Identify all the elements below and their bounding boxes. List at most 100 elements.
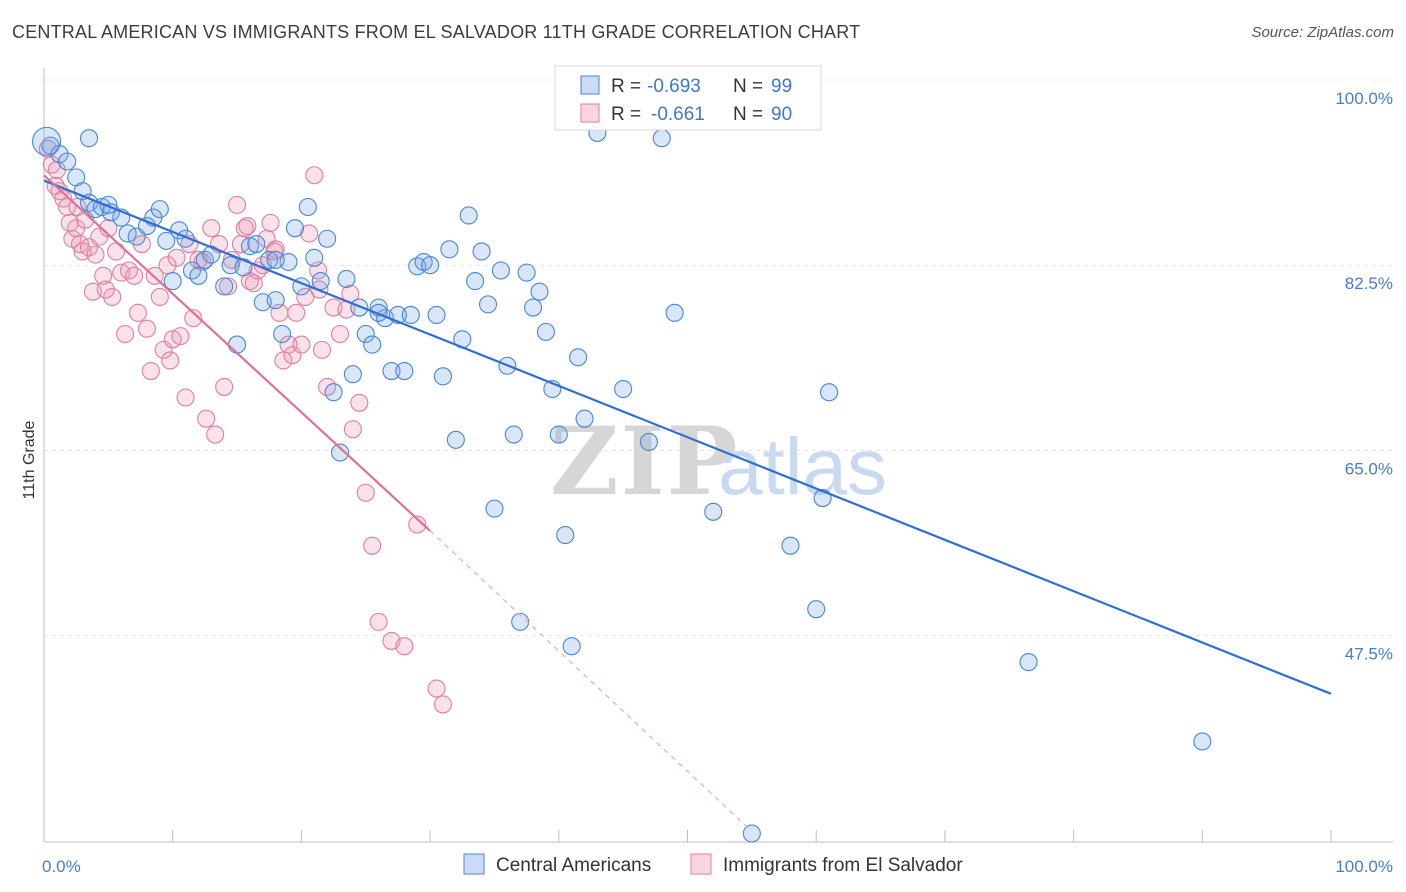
pink-point-64 <box>300 224 319 243</box>
pink-point-41 <box>202 219 221 238</box>
pink-point-19 <box>107 242 126 261</box>
blue-point-83 <box>652 129 671 148</box>
pink-point-40 <box>197 409 216 428</box>
blue-point-64 <box>478 295 498 314</box>
pink-point-52 <box>248 261 267 280</box>
blue-point-87 <box>742 824 761 843</box>
series-central-americans <box>32 70 1212 843</box>
trendlines <box>43 174 1332 832</box>
pink-point-37 <box>184 309 203 328</box>
pink-point-45 <box>218 277 238 296</box>
legend-box: R = -0.693 N = 99 R = -0.661 N = 90 <box>554 65 822 131</box>
pink-point-76 <box>369 612 388 631</box>
pink-point-55 <box>261 213 280 232</box>
pink-point-5 <box>58 197 77 217</box>
blue-point-52 <box>401 305 420 325</box>
pink-point-24 <box>128 303 148 322</box>
blue-point-31 <box>266 291 285 310</box>
blue-point-25 <box>228 335 247 354</box>
pink-point-16 <box>94 266 113 285</box>
pink-point-60 <box>283 346 302 365</box>
bottom-legend-swatch-pink <box>690 853 712 875</box>
pink-point-26 <box>137 319 157 338</box>
pink-point-47 <box>228 195 247 214</box>
blue-point-46 <box>363 335 382 354</box>
bottom-legend-swatch-blue <box>463 853 485 875</box>
axes <box>43 68 1393 843</box>
blue-point-72 <box>530 282 549 301</box>
blue-point-34 <box>285 219 305 238</box>
blue-point-38 <box>311 272 330 291</box>
blue-point-61 <box>459 206 478 225</box>
trendline-central-americans <box>43 179 1332 695</box>
y-tick-label-0: 47.5% <box>1345 645 1393 664</box>
legend-r-label-2: R = <box>611 104 641 125</box>
pink-point-42 <box>206 425 225 444</box>
blue-point-36 <box>298 197 317 217</box>
blue-point-42 <box>337 269 356 289</box>
bottom-legend-label-el-salvador: Immigrants from El Salvador <box>723 855 963 876</box>
pink-point-44 <box>215 377 234 396</box>
blue-point-76 <box>556 526 575 545</box>
pink-point-86 <box>238 217 257 236</box>
pink-point-61 <box>287 303 306 322</box>
blue-point-84 <box>665 303 684 322</box>
bottom-legend-label-central-americans: Central Americans <box>496 855 651 876</box>
pink-point-22 <box>119 261 138 280</box>
blue-point-88 <box>781 536 800 555</box>
blue-point-94 <box>79 129 99 148</box>
blue-point-32 <box>273 324 292 344</box>
blue-point-51 <box>395 361 414 381</box>
blue-point-41 <box>330 443 350 462</box>
bottom-legend: Central Americans Immigrants from El Sal… <box>463 853 963 876</box>
pink-point-75 <box>363 536 382 555</box>
x-tick-label-0: 0.0% <box>42 857 81 876</box>
blue-point-70 <box>517 263 536 282</box>
blue-point-15 <box>157 231 176 250</box>
pink-point-33 <box>167 248 186 267</box>
chart-title: CENTRAL AMERICAN VS IMMIGRANTS FROM EL S… <box>12 22 861 42</box>
blue-point-77 <box>562 637 581 656</box>
y-tick-label-2: 82.5% <box>1345 274 1393 293</box>
blue-point-91 <box>820 383 839 402</box>
pink-point-14 <box>86 245 105 264</box>
blue-point-44 <box>350 298 369 317</box>
pink-point-49 <box>235 219 254 238</box>
blue-point-71 <box>524 298 543 317</box>
legend-swatch-blue <box>580 75 600 95</box>
pink-point-78 <box>395 637 414 656</box>
blue-point-59 <box>446 430 465 449</box>
trendline-el-salvador-extension <box>429 530 753 832</box>
pink-point-65 <box>305 166 324 185</box>
y-axis-title: 11th Grade <box>21 420 38 499</box>
pink-point-62 <box>292 335 311 354</box>
blue-point-14 <box>150 200 169 219</box>
pink-point-63 <box>296 287 315 307</box>
blue-point-49 <box>382 361 401 381</box>
blue-point-57 <box>433 367 453 386</box>
blue-point-78 <box>569 348 588 367</box>
blue-point-75 <box>549 425 568 444</box>
y-axis-ticks: 47.5% 65.0% 82.5% 100.0% <box>1335 89 1393 664</box>
blue-point-37 <box>305 248 324 267</box>
blue-point-95 <box>99 195 118 214</box>
pink-point-70 <box>330 324 350 344</box>
blue-point-39 <box>318 229 337 248</box>
pink-point-74 <box>356 483 375 502</box>
blue-point-40 <box>324 383 343 402</box>
blue-point-45 <box>356 324 375 344</box>
blue-point-96 <box>266 250 285 269</box>
blue-point-65 <box>485 499 504 518</box>
legend-n-label-1: N = <box>733 76 763 97</box>
y-tick-label-1: 65.0% <box>1345 459 1393 478</box>
x-tick-label-1: 100.0% <box>1335 857 1393 876</box>
pink-point-72 <box>343 420 362 439</box>
blue-point-79 <box>575 409 594 428</box>
blue-point-62 <box>466 272 485 291</box>
blue-point-30 <box>260 250 279 269</box>
pink-point-67 <box>312 340 332 359</box>
legend-r-value-1: -0.693 <box>647 76 701 97</box>
blue-point-16 <box>163 272 182 291</box>
pink-point-21 <box>116 324 135 344</box>
